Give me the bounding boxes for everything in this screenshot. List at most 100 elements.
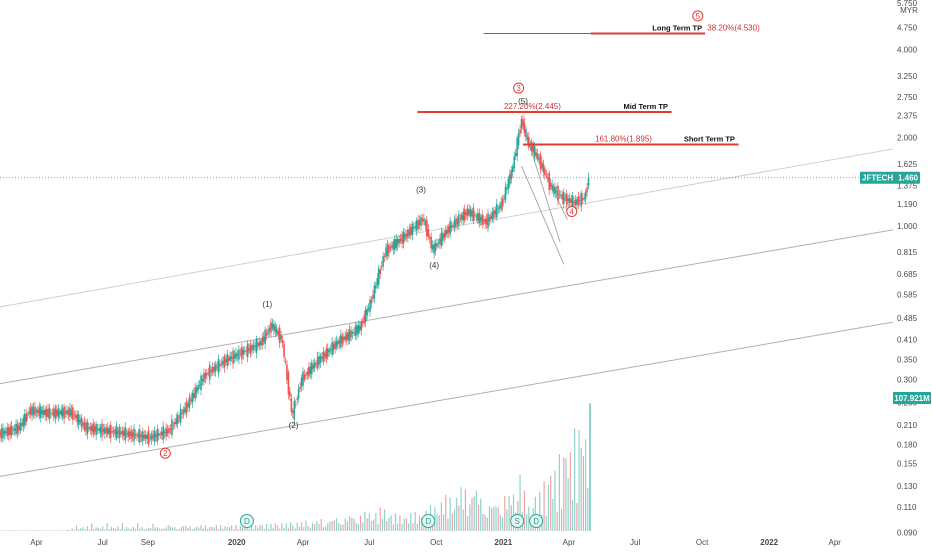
- volume-bar: [265, 523, 268, 531]
- candle-body: [102, 428, 105, 432]
- candle-body: [44, 409, 46, 416]
- x-axis-tick-label: 2020: [228, 538, 246, 547]
- candle-body: [32, 407, 35, 415]
- candle-body: [124, 426, 127, 441]
- volume-bar: [250, 524, 252, 531]
- candle-body: [388, 244, 390, 254]
- candle-body: [567, 198, 569, 202]
- wave-marker-circle: [159, 447, 171, 459]
- volume-bar: [418, 515, 421, 531]
- candle-body: [359, 325, 361, 331]
- candle-body: [332, 343, 335, 350]
- candle-body: [262, 336, 265, 342]
- candle-body: [18, 425, 20, 431]
- candle-body: [25, 413, 28, 422]
- volume-bar: [14, 530, 16, 531]
- candle-body: [340, 334, 342, 348]
- volume-bar: [126, 526, 128, 531]
- volume-bar: [388, 517, 390, 531]
- candle-body: [558, 194, 561, 195]
- volume-bar: [259, 524, 261, 531]
- candle-body: [424, 221, 427, 226]
- volume-bar: [335, 518, 338, 531]
- candle-body: [223, 356, 226, 368]
- candle-body: [255, 338, 258, 353]
- candle-body: [105, 428, 108, 433]
- candle-body: [447, 226, 450, 233]
- candle-body: [201, 379, 204, 382]
- volume-bar: [180, 527, 182, 531]
- volume-bar: [276, 525, 279, 531]
- candle-body: [495, 203, 498, 218]
- candle-body: [90, 425, 93, 432]
- candle-body: [322, 351, 325, 362]
- candle-body: [93, 426, 96, 432]
- candle-body: [369, 299, 371, 312]
- candle-body: [179, 408, 182, 423]
- volume-bar: [576, 502, 578, 531]
- candle-body: [53, 409, 55, 417]
- wave-marker-circle: [566, 206, 578, 218]
- candle-body: [261, 337, 264, 346]
- volume-bar: [244, 526, 246, 531]
- candle-body: [152, 434, 154, 439]
- candle-body: [5, 431, 7, 434]
- candle-body: [577, 196, 580, 206]
- candle-body: [514, 153, 517, 157]
- candle-body: [293, 401, 296, 420]
- volume-bar: [189, 526, 191, 531]
- candle-body: [576, 199, 578, 204]
- candle-body: [549, 182, 552, 187]
- candle-body: [191, 392, 194, 403]
- candle-body: [560, 195, 562, 197]
- candle-body: [257, 342, 259, 347]
- candle-body: [412, 227, 415, 230]
- candle-body: [546, 177, 549, 179]
- candle-body: [377, 268, 380, 285]
- volume-bar: [191, 529, 193, 531]
- candle-body: [541, 161, 543, 168]
- candle-body: [210, 370, 213, 372]
- volume-bar: [438, 515, 440, 531]
- volume-bar: [10, 530, 12, 531]
- channel-line-2: [0, 148, 894, 308]
- volume-bar: [8, 530, 10, 531]
- candle-body: [297, 388, 300, 399]
- candle-body: [9, 426, 11, 435]
- volume-bar: [36, 530, 38, 531]
- candle-body: [485, 218, 488, 225]
- candle-body: [3, 430, 6, 435]
- candle-body: [348, 329, 351, 341]
- volume-bar: [119, 529, 121, 531]
- volume-bar: [29, 530, 32, 531]
- volume-bar: [368, 513, 370, 531]
- candle-body: [554, 186, 556, 194]
- candle-body: [565, 193, 568, 205]
- candle-body: [356, 325, 358, 335]
- volume-bar: [38, 530, 40, 531]
- volume-bar: [176, 529, 178, 531]
- candle-body: [37, 409, 39, 414]
- candle-body: [274, 325, 277, 333]
- candle-body: [321, 356, 323, 359]
- candle-body: [13, 428, 16, 431]
- candle-body: [586, 187, 588, 193]
- candle-body: [517, 133, 520, 146]
- x-axis-tick-label: Apr: [563, 538, 576, 547]
- candle-body: [66, 410, 68, 415]
- volume-bar: [283, 528, 285, 531]
- candle-body: [513, 156, 516, 169]
- candle-body: [570, 199, 572, 204]
- volume-bar: [12, 530, 14, 531]
- candle-body: [216, 366, 218, 368]
- candle-body: [345, 333, 348, 341]
- candle-body: [143, 434, 146, 439]
- candle-body: [462, 211, 465, 221]
- candle-body: [136, 434, 138, 436]
- candle-body: [294, 404, 297, 406]
- volume-bar: [204, 525, 207, 531]
- tp-label-2: Long Term TP: [652, 23, 702, 32]
- candle-body: [306, 371, 309, 375]
